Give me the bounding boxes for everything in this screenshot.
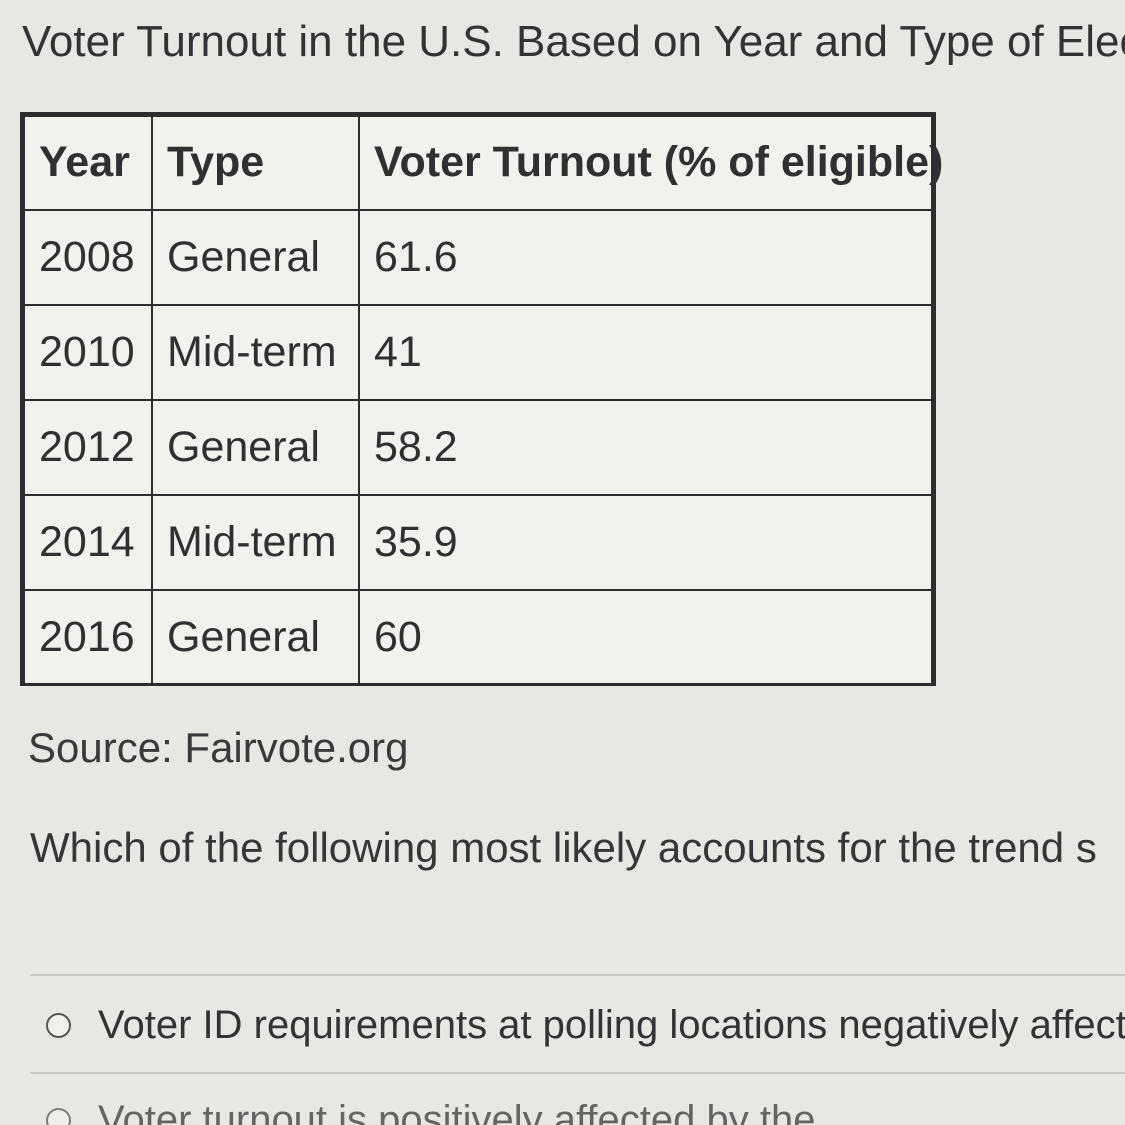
table-cell-turnout: 35.9	[358, 494, 933, 591]
table-header-year: Year	[23, 115, 153, 211]
table-cell-type: Mid-term	[151, 304, 360, 401]
table-cell-year: 2016	[23, 589, 153, 686]
table-header-type: Type	[151, 115, 360, 211]
answer-option[interactable]: Voter ID requirements at polling locatio…	[46, 996, 1125, 1054]
table-row: 2016 General 60	[23, 589, 933, 686]
table-row: 2012 General 58.2	[23, 399, 933, 496]
voter-turnout-table: Year Type Voter Turnout (% of eligible) …	[20, 112, 943, 686]
radio-button-icon[interactable]	[46, 1013, 71, 1038]
table-cell-type: General	[151, 209, 360, 306]
table-row: 2014 Mid-term 35.9	[23, 494, 933, 591]
answer-option[interactable]: Voter turnout is positively affected by …	[46, 1091, 1125, 1125]
table-cell-turnout: 61.6	[358, 209, 933, 306]
table-cell-year: 2008	[23, 209, 153, 306]
table-cell-turnout: 41	[358, 304, 933, 401]
table-header-turnout: Voter Turnout (% of eligible)	[358, 115, 943, 211]
answer-option-label: Voter turnout is positively affected by …	[98, 1098, 816, 1125]
question-text: Which of the following most likely accou…	[30, 824, 1097, 871]
table-cell-type: General	[151, 399, 360, 496]
option-divider	[30, 974, 1125, 976]
table-cell-type: General	[151, 589, 360, 686]
table-cell-year: 2014	[23, 494, 153, 591]
table-cell-turnout: 58.2	[358, 399, 933, 496]
table-header-row: Year Type Voter Turnout (% of eligible)	[23, 115, 943, 211]
table-cell-year: 2010	[23, 304, 153, 401]
answer-option-label: Voter ID requirements at polling locatio…	[98, 1003, 1125, 1047]
table-row: 2008 General 61.6	[23, 209, 933, 306]
table-cell-year: 2012	[23, 399, 153, 496]
table-row: 2010 Mid-term 41	[23, 304, 933, 401]
source-citation: Source: Fairvote.org	[28, 724, 409, 771]
option-divider	[30, 1072, 1125, 1074]
table-cell-turnout: 60	[358, 589, 933, 686]
data-table: Year Type Voter Turnout (% of eligible) …	[23, 115, 943, 686]
table-cell-type: Mid-term	[151, 494, 360, 591]
page-title: Voter Turnout in the U.S. Based on Year …	[22, 17, 1125, 66]
radio-button-icon[interactable]	[46, 1108, 71, 1125]
